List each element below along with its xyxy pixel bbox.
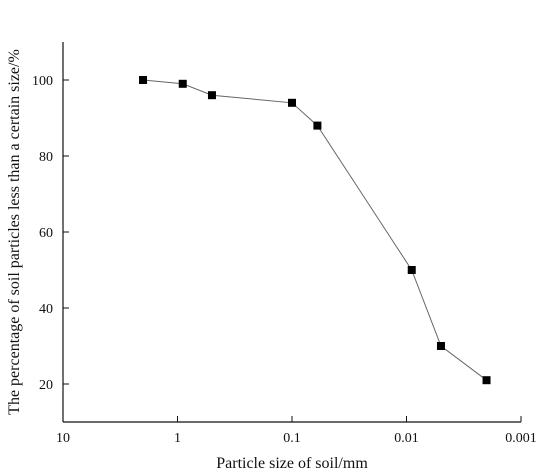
y-tick-label: 100 xyxy=(32,74,53,89)
data-point-marker xyxy=(482,376,491,385)
x-axis-title: Particle size of soil/mm xyxy=(216,455,368,472)
x-tick-label: 1 xyxy=(174,431,181,446)
data-point-marker xyxy=(178,79,187,88)
y-tick-label: 20 xyxy=(39,378,53,393)
data-point-marker xyxy=(407,266,416,274)
y-axis-title: The percentage of soil particles less th… xyxy=(6,49,23,415)
y-tick-label: 40 xyxy=(39,302,53,317)
data-point-marker xyxy=(313,121,322,130)
series-group xyxy=(139,76,491,385)
data-point-marker xyxy=(288,98,296,107)
x-tick-label: 0.001 xyxy=(505,431,537,446)
x-tick-label: 0.01 xyxy=(394,431,419,446)
data-point-marker xyxy=(207,91,216,100)
y-tick-label: 60 xyxy=(39,226,53,241)
x-ticks: 10 1 0.1 0.01 0.001 xyxy=(56,416,537,446)
data-point-marker xyxy=(139,76,148,84)
y-ticks: 20 40 60 80 100 xyxy=(32,74,69,393)
y-tick-label: 80 xyxy=(39,150,53,165)
data-point-marker xyxy=(436,342,445,350)
x-tick-label: 0.1 xyxy=(283,431,301,446)
x-tick-label: 10 xyxy=(56,431,70,446)
series-line xyxy=(142,79,487,381)
